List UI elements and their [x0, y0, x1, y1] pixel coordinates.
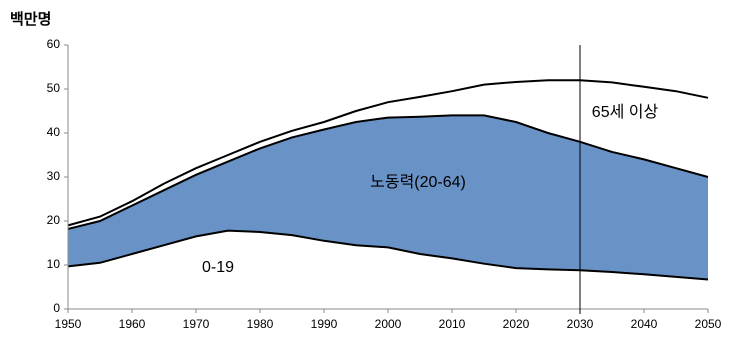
series-label: 노동력(20-64) — [370, 173, 466, 191]
x-tick-label: 2010 — [439, 317, 466, 331]
y-tick-label: 20 — [47, 213, 61, 227]
series-line — [67, 79, 709, 227]
x-tick-label: 1950 — [55, 317, 82, 331]
x-tick-label: 2050 — [695, 317, 722, 331]
y-tick-label: 50 — [47, 81, 61, 95]
x-tick-label: 2000 — [375, 317, 402, 331]
series-label: 65세 이상 — [592, 103, 659, 121]
y-tick-label: 30 — [47, 169, 61, 183]
x-tick-label: 2020 — [503, 317, 530, 331]
x-tick-label: 2030 — [567, 317, 594, 331]
x-tick-label: 1960 — [119, 317, 146, 331]
y-tick-label: 0 — [53, 301, 60, 315]
series-line — [67, 114, 709, 230]
x-tick-label: 1980 — [247, 317, 274, 331]
y-tick-label: 10 — [47, 257, 61, 271]
y-tick-label: 40 — [47, 125, 61, 139]
series-label: 0-19 — [202, 259, 234, 276]
y-axis-unit: 백만명 — [10, 10, 51, 28]
area — [68, 115, 708, 280]
x-tick-label: 1990 — [311, 317, 338, 331]
y-tick-label: 60 — [47, 37, 61, 51]
series-line — [67, 229, 709, 281]
x-tick-label: 2040 — [631, 317, 658, 331]
x-tick-label: 1970 — [183, 317, 210, 331]
